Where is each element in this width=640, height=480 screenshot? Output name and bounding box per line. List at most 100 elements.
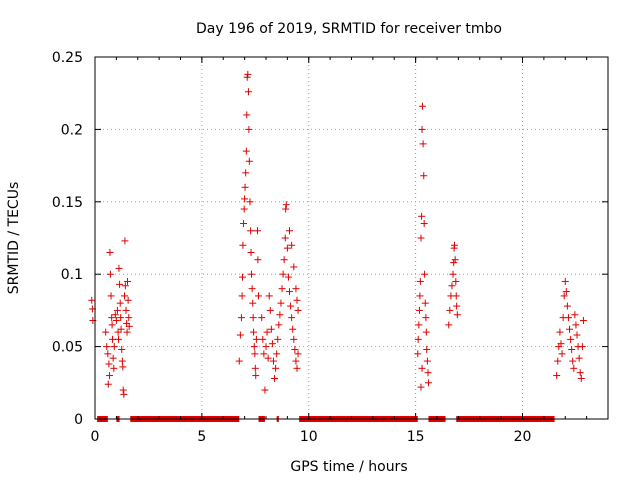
data-point — [448, 282, 456, 290]
data-point — [239, 241, 247, 249]
y-tick-label: 0.15 — [52, 195, 83, 211]
data-point — [244, 88, 252, 96]
data-point — [108, 314, 116, 322]
data-point — [421, 299, 429, 307]
data-point — [102, 328, 110, 336]
grid-lines — [95, 57, 608, 419]
data-point — [418, 125, 426, 133]
data-point — [283, 244, 291, 252]
data-point — [244, 70, 252, 78]
data-point — [451, 256, 459, 264]
data-point — [245, 125, 253, 133]
data-point — [453, 302, 461, 310]
data-point — [245, 157, 253, 165]
data-point — [416, 292, 424, 300]
x-tick-label: 5 — [197, 429, 206, 445]
data-point — [567, 335, 575, 343]
data-point — [236, 331, 244, 339]
data-point — [247, 248, 255, 256]
x-tick-labels: 0 5 10 15 20 — [91, 429, 532, 445]
data-point — [119, 363, 127, 371]
data-point — [266, 306, 274, 314]
y-axis-label: SRMTID / TECUs — [6, 182, 22, 295]
data-point — [563, 302, 571, 310]
y-tick-labels: 0 0.05 0.1 0.15 0.2 0.25 — [52, 50, 83, 428]
data-point — [251, 350, 259, 358]
data-point — [108, 321, 116, 329]
data-point — [282, 201, 290, 209]
data-point — [240, 220, 248, 228]
data-point — [241, 195, 249, 203]
data-point — [422, 328, 430, 336]
data-point — [241, 183, 249, 191]
data-point — [258, 314, 266, 322]
y-tick-label: 0 — [74, 412, 83, 428]
data-point — [280, 256, 288, 264]
data-point — [450, 259, 458, 267]
data-point — [561, 277, 569, 285]
data-point — [414, 335, 422, 343]
x-tick-label: 0 — [91, 429, 100, 445]
data-point — [293, 364, 301, 372]
data-point — [264, 354, 272, 362]
data-point — [242, 169, 250, 177]
data-point — [237, 314, 245, 322]
data-point — [110, 364, 118, 372]
data-point — [286, 288, 294, 296]
data-point — [577, 374, 585, 382]
data-point — [110, 343, 118, 351]
data-point — [109, 354, 117, 362]
data-point — [277, 299, 285, 307]
data-point — [294, 306, 302, 314]
data-point — [570, 364, 578, 372]
data-point — [420, 220, 428, 228]
data-point — [576, 369, 584, 377]
data-point — [255, 292, 263, 300]
data-point — [569, 357, 577, 365]
data-point — [418, 212, 426, 220]
data-point — [104, 380, 112, 388]
data-point — [251, 364, 259, 372]
data-point — [424, 379, 432, 387]
data-point — [287, 302, 295, 310]
data-point — [279, 270, 287, 278]
data-point — [273, 350, 281, 358]
data-point — [123, 277, 131, 285]
data-point — [294, 350, 302, 358]
data-point — [247, 227, 255, 235]
data-point — [293, 296, 301, 304]
data-point — [579, 317, 587, 325]
data-point — [289, 325, 297, 333]
data-point — [446, 306, 454, 314]
data-point — [114, 328, 122, 336]
data-point — [262, 343, 270, 351]
data-point — [235, 357, 243, 365]
data-point — [445, 321, 453, 329]
data-point — [252, 372, 260, 380]
data-point — [263, 328, 271, 336]
data-point — [121, 237, 129, 245]
data-point — [275, 321, 283, 329]
data-point — [418, 364, 426, 372]
data-point — [122, 306, 130, 314]
data-point — [417, 383, 425, 391]
data-point — [248, 285, 256, 293]
data-point — [250, 343, 258, 351]
data-point — [292, 285, 300, 293]
data-point — [417, 234, 425, 242]
data-point — [291, 345, 299, 353]
data-point — [564, 314, 572, 322]
data-point — [290, 335, 298, 343]
data-point — [288, 241, 296, 249]
axis-ticks — [94, 56, 609, 420]
data-point — [274, 335, 282, 343]
data-point — [238, 273, 246, 281]
data-point — [242, 147, 250, 155]
data-point — [418, 102, 426, 110]
data-point — [246, 198, 254, 206]
y-tick-label: 0.05 — [52, 340, 83, 356]
data-point — [290, 263, 298, 271]
data-point — [265, 292, 273, 300]
data-point — [453, 311, 461, 319]
data-point — [424, 369, 432, 377]
